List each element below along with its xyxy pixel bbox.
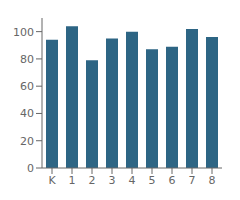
svg-text:6: 6 (169, 174, 176, 187)
svg-text:0: 0 (27, 162, 34, 175)
svg-text:80: 80 (20, 53, 34, 66)
svg-text:100: 100 (13, 26, 34, 39)
svg-text:2: 2 (89, 174, 96, 187)
svg-text:3: 3 (109, 174, 116, 187)
svg-text:1: 1 (69, 174, 76, 187)
svg-text:60: 60 (20, 80, 34, 93)
svg-text:K: K (48, 174, 56, 187)
svg-text:7: 7 (189, 174, 196, 187)
svg-text:40: 40 (20, 107, 34, 120)
svg-text:8: 8 (209, 174, 216, 187)
svg-text:5: 5 (149, 174, 156, 187)
svg-text:20: 20 (20, 135, 34, 148)
svg-text:4: 4 (129, 174, 136, 187)
